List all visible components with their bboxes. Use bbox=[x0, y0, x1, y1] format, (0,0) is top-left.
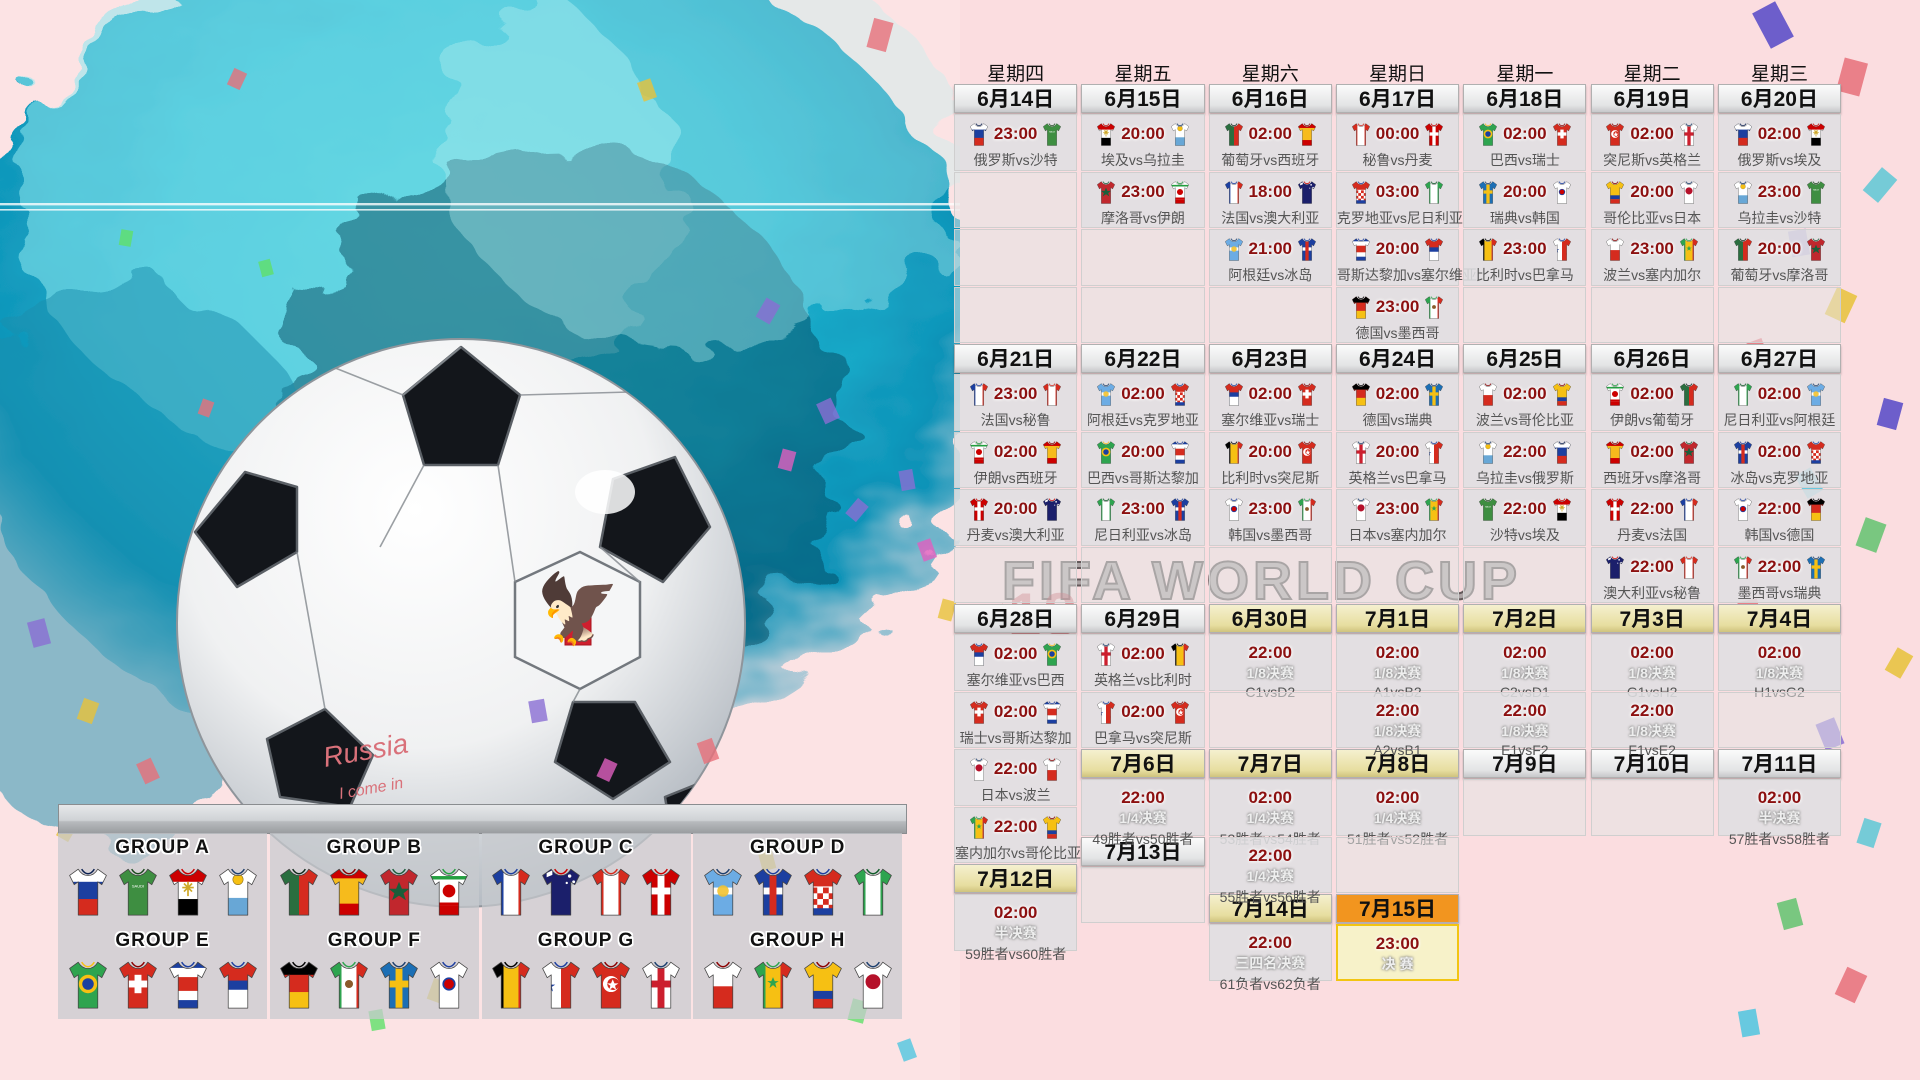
svg-text:🦅: 🦅 bbox=[536, 568, 621, 647]
svg-text:SAUDI: SAUDI bbox=[131, 884, 143, 889]
